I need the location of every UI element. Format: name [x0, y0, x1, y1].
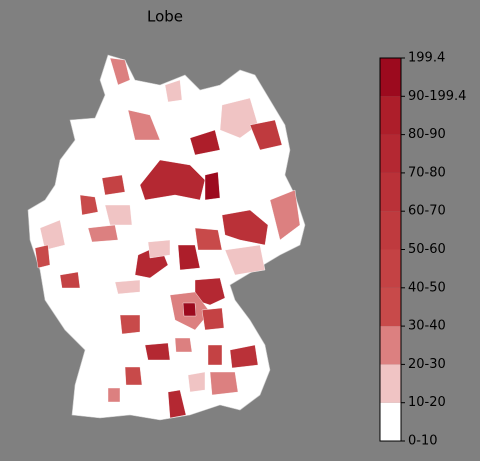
region: [167, 389, 187, 419]
colorbar-label: 20-30: [408, 357, 446, 372]
region: [107, 387, 121, 403]
region: [177, 244, 201, 271]
colorbar-segment: [380, 287, 401, 327]
colorbar-label: 50-60: [408, 242, 446, 257]
region: [59, 271, 81, 289]
region: [104, 204, 133, 226]
map-title: Lobe: [147, 8, 183, 26]
region: [249, 119, 283, 151]
region: [124, 366, 143, 386]
region: [229, 344, 259, 369]
region: [144, 342, 171, 361]
region: [87, 224, 119, 243]
colorbar-label: 30-40: [408, 319, 446, 334]
colorbar-label: 10-20: [408, 395, 446, 410]
colorbar-segment: [380, 172, 401, 212]
region: [194, 227, 223, 251]
region: [39, 219, 66, 251]
region: [224, 244, 266, 276]
colorbar-segment: [380, 211, 401, 250]
colorbar-label: 70-80: [408, 165, 446, 180]
colorbar-segment: [380, 364, 401, 403]
colorbar-label: 80-90: [408, 127, 446, 142]
region: [221, 209, 269, 246]
colorbar: 0-10 10-20 20-30 30-40 40-50 50-60 60-70 70-80 8…: [379, 51, 466, 449]
region: [187, 371, 206, 393]
colorbar-segment: [380, 402, 401, 441]
region: [209, 371, 239, 396]
region: [182, 302, 197, 317]
region: [114, 279, 141, 295]
region: [119, 314, 141, 335]
region: [201, 307, 225, 331]
colorbar-label: 40-50: [408, 280, 446, 295]
colorbar-segment: [380, 58, 401, 97]
colorbar-segment: [380, 96, 401, 135]
colorbar-segment: [380, 249, 401, 288]
colorbar-label: 90-199.4: [408, 89, 466, 104]
region: [204, 171, 221, 201]
region: [101, 174, 126, 196]
colorbar-label: 199.4: [408, 51, 445, 66]
region: [219, 97, 259, 139]
germany-map: [27, 54, 306, 421]
regions: [34, 57, 301, 419]
colorbar-segment: [380, 326, 401, 365]
colorbar-label: 60-70: [408, 204, 446, 219]
region: [79, 194, 99, 216]
region: [109, 57, 131, 86]
country-outline: [27, 54, 306, 421]
region: [127, 109, 161, 141]
region: [174, 337, 193, 353]
colorbar-segment: [380, 134, 401, 173]
region: [164, 79, 183, 103]
colorbar-label: 0-10: [408, 434, 438, 449]
region: [34, 244, 51, 269]
region: [207, 344, 223, 366]
region: [269, 189, 301, 241]
region: [189, 129, 221, 156]
region: [147, 239, 171, 259]
region: [139, 159, 206, 201]
